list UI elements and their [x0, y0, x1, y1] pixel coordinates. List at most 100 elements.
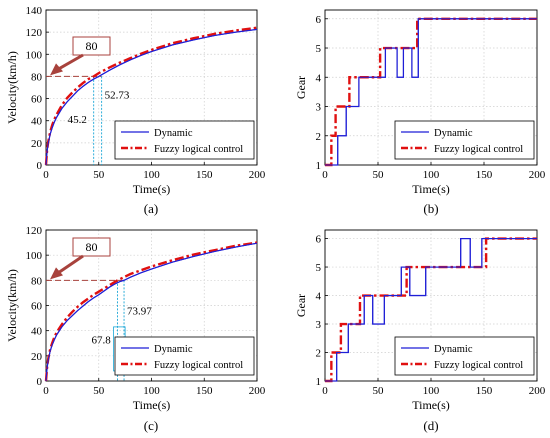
- y-axis-label: Gear: [294, 294, 308, 317]
- series-line-fuzzy: [325, 17, 537, 167]
- panel-caption: (b): [423, 201, 438, 216]
- legend: Dynamic Fuzzy logical control: [394, 336, 535, 376]
- y-tick-label: 60: [31, 301, 43, 313]
- y-tick-label: 120: [26, 225, 43, 237]
- x-tick-label: 50: [93, 385, 105, 397]
- y-tick-label: 60: [31, 94, 43, 106]
- x-tick-label: 100: [423, 385, 440, 397]
- series-line-dynamic-overlay: [325, 18, 537, 166]
- y-tick-label: 5: [316, 43, 322, 55]
- legend: Dynamic Fuzzy logical control: [114, 120, 255, 160]
- legend-label: Fuzzy logical control: [154, 144, 243, 155]
- callout-label: 80: [86, 39, 98, 53]
- chart-panel: 0 50 100 150 200 0 20 40 60 80 100 120 Time(s) Veloci…: [5, 225, 266, 433]
- legend-label: Dynamic: [434, 344, 473, 355]
- y-tick-label: 6: [316, 14, 322, 26]
- crossing-value-label: 67.8: [92, 334, 112, 346]
- legend-label: Dynamic: [434, 128, 473, 139]
- y-tick-label: 2: [316, 348, 322, 360]
- y-tick-label: 80: [31, 275, 43, 287]
- x-tick-label: 50: [373, 385, 385, 397]
- y-tick-label: 100: [26, 49, 43, 61]
- series-line-fuzzy: [325, 237, 537, 383]
- x-axis-label: Time(s): [133, 182, 171, 196]
- y-tick-label: 6: [316, 234, 322, 246]
- crossing-value-label: 52.73: [105, 90, 130, 102]
- y-tick-label: 2: [316, 131, 322, 143]
- x-tick-label: 0: [322, 385, 328, 397]
- y-tick-label: 0: [37, 376, 43, 388]
- callout-arrow: [55, 254, 84, 276]
- x-tick-label: 0: [43, 385, 49, 397]
- x-tick-label: 150: [196, 169, 213, 181]
- x-axis-label: Time(s): [412, 398, 450, 412]
- x-axis-label: Time(s): [133, 398, 171, 412]
- x-tick-label: 150: [476, 385, 493, 397]
- callout-box: [72, 36, 111, 56]
- callout-label: 80: [86, 240, 98, 254]
- crossing-value-label: 45.2: [68, 114, 87, 126]
- legend-box: [114, 336, 255, 376]
- x-tick-label: 0: [43, 169, 49, 181]
- x-tick-label: 200: [529, 169, 546, 181]
- y-tick-label: 40: [31, 326, 43, 338]
- y-tick-label: 5: [316, 262, 322, 274]
- x-tick-label: 150: [196, 385, 213, 397]
- y-tick-label: 20: [31, 351, 43, 363]
- legend-label: Dynamic: [154, 128, 193, 139]
- y-axis-label: Gear: [294, 76, 308, 99]
- chart-panel: 0 50 100 150 200 0 20 40 60 80 100 120 140 Time(s) Vel…: [5, 5, 266, 216]
- x-tick-label: 200: [249, 385, 266, 397]
- callout-arrow: [55, 53, 84, 72]
- y-axis-label: Velocity(km/h): [5, 269, 19, 342]
- callout-arrowhead: [50, 63, 63, 76]
- y-tick-label: 140: [26, 5, 43, 17]
- y-tick-label: 20: [31, 138, 43, 150]
- legend-label: Fuzzy logical control: [434, 360, 523, 371]
- series-line-dynamic-overlay: [325, 238, 537, 382]
- y-tick-label: 4: [316, 72, 322, 84]
- x-tick-label: 50: [93, 169, 105, 181]
- crossing-value-label: 73.97: [127, 305, 152, 317]
- y-tick-label: 80: [31, 71, 43, 83]
- series-line-dynamic-overlay: [45, 28, 258, 166]
- y-tick-label: 4: [316, 291, 322, 303]
- legend-label: Fuzzy logical control: [434, 144, 523, 155]
- callout-box: [72, 237, 111, 257]
- callout-arrowhead: [50, 267, 63, 280]
- y-tick-label: 1: [316, 376, 322, 388]
- x-tick-label: 150: [476, 169, 493, 181]
- series-line-fuzzy: [44, 241, 258, 382]
- legend-label: Fuzzy logical control: [154, 360, 243, 371]
- y-tick-label: 3: [316, 319, 322, 331]
- y-tick-label: 0: [37, 160, 43, 172]
- y-tick-label: 3: [316, 102, 322, 114]
- legend-label: Dynamic: [154, 344, 193, 355]
- y-tick-label: 120: [26, 27, 43, 39]
- series-line-dynamic-overlay: [45, 242, 258, 382]
- x-tick-label: 50: [373, 169, 385, 181]
- x-tick-label: 200: [529, 385, 546, 397]
- panel-caption: (c): [144, 418, 158, 433]
- panel-caption: (a): [144, 201, 158, 216]
- legend-box: [394, 336, 535, 376]
- series-line-fuzzy: [44, 26, 258, 166]
- y-axis-label: Velocity(km/h): [5, 51, 19, 124]
- x-axis-label: Time(s): [412, 182, 450, 196]
- x-tick-label: 200: [249, 169, 266, 181]
- legend-box: [394, 120, 535, 160]
- legend-box: [114, 120, 255, 160]
- x-tick-label: 100: [143, 385, 160, 397]
- legend: Dynamic Fuzzy logical control: [394, 120, 535, 160]
- legend: Dynamic Fuzzy logical control: [114, 336, 255, 376]
- y-tick-label: 100: [26, 250, 43, 262]
- x-tick-label: 0: [322, 169, 328, 181]
- x-tick-label: 100: [143, 169, 160, 181]
- y-tick-label: 1: [316, 160, 322, 172]
- x-tick-label: 100: [423, 169, 440, 181]
- chart-panel: 0 50 100 150 200 1 2 3 4 5 6 Time(s) Gear Dynamic Fuzz…: [294, 229, 546, 433]
- chart-panel: 0 50 100 150 200 1 2 3 4 5 6 Time(s) Gear Dynamic Fuzz…: [294, 9, 546, 216]
- y-tick-label: 40: [31, 116, 43, 128]
- panel-caption: (d): [423, 418, 438, 433]
